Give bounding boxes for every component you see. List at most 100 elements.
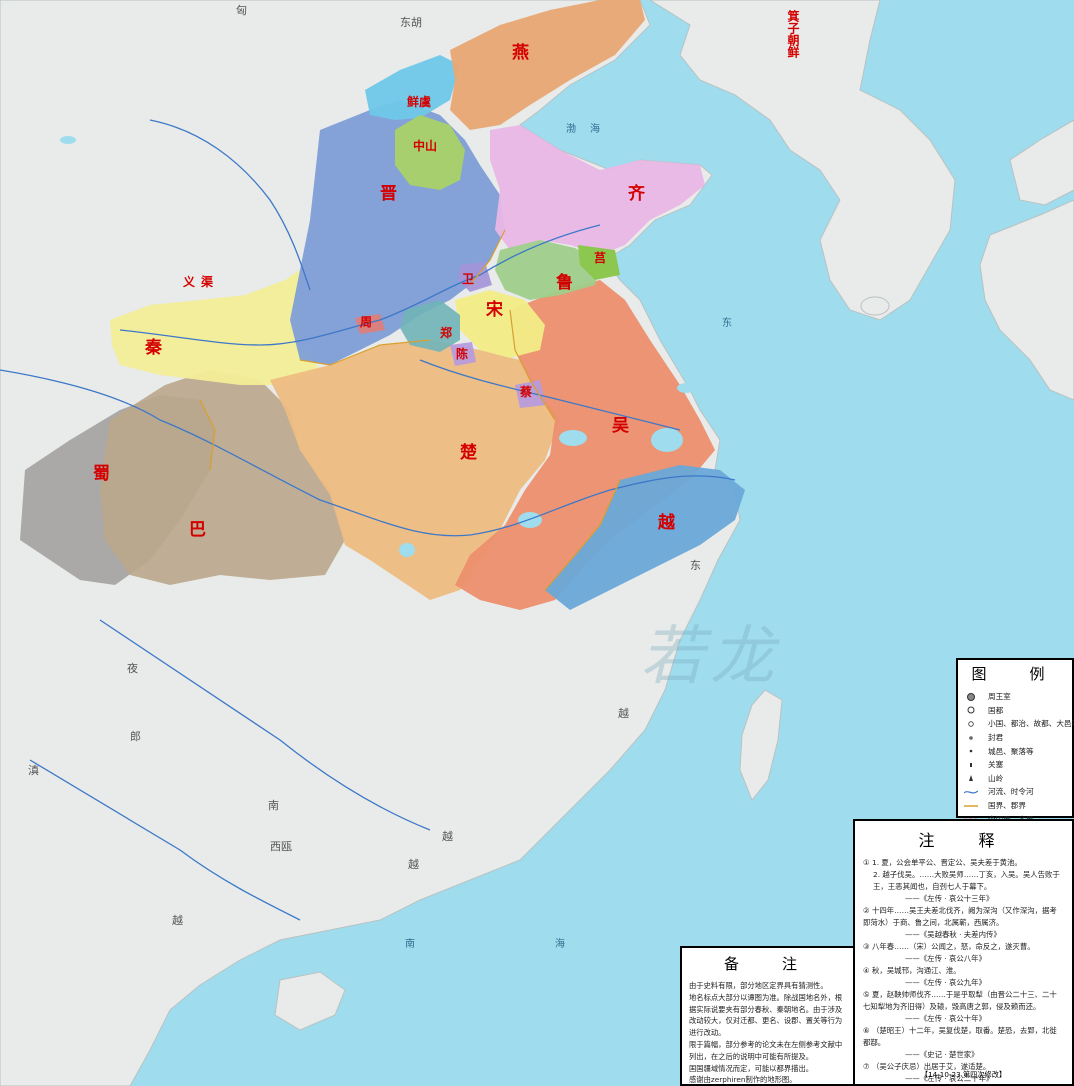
note-marker: ② <box>863 906 870 915</box>
lake-taihu-west <box>559 430 587 446</box>
legend-row: 国都 <box>964 704 1066 718</box>
legend-row: 周王室 <box>964 690 1066 704</box>
yangtze-river <box>0 369 736 537</box>
japan-honshu <box>1009 119 1074 206</box>
label-wei: 卫 <box>462 272 475 286</box>
state-wu <box>455 280 715 610</box>
note-source: ——《史记 · 楚世家》 <box>905 1050 979 1059</box>
label-zhongshan: 中山 <box>413 139 438 153</box>
town-icon <box>964 746 978 756</box>
state-zhongshan <box>395 115 465 190</box>
state-xianyu <box>365 55 460 120</box>
note-text: （楚昭王）十二年，吴复伐楚，取番。楚恐，去郢，北徙都鄀。 <box>863 1026 1057 1047</box>
lake-poyang <box>518 512 542 528</box>
label-chen: 陈 <box>456 347 469 361</box>
label-lu: 鲁 <box>556 273 573 293</box>
river-south <box>99 619 431 831</box>
state-ba <box>100 370 345 585</box>
city-major-icon <box>964 719 978 729</box>
label-zheng: 郑 <box>440 326 453 340</box>
legend-row: 城邑、聚落等 <box>964 744 1066 758</box>
note-source: ——《左传 · 哀公十年》 <box>905 1014 986 1023</box>
state-zheng <box>400 300 460 352</box>
state-yan <box>450 0 645 130</box>
legend-row: 小国、都治、故都、大邑等 <box>964 717 1074 731</box>
legend-label: 关塞 <box>988 760 1004 770</box>
state-song <box>455 290 545 358</box>
legend-title: 图 例 <box>971 665 1059 683</box>
state-qin <box>110 270 320 385</box>
river-southwest <box>29 759 301 921</box>
legend-label: 国都 <box>988 705 1004 715</box>
place-road: 越 <box>172 914 183 927</box>
place-bailang: 郎 <box>130 730 141 743</box>
lake-dongting <box>399 543 415 557</box>
place-xiongnu: 匈 <box>236 4 247 17</box>
label-yan: 燕 <box>512 43 529 63</box>
legend-row: 山岭 <box>964 772 1066 786</box>
remark-line: 地名标点大部分以谭图为准。除战国地名外，根据实际说要夹有部分春秋、秦朝地名。由于… <box>689 992 843 1038</box>
legend-row: 关塞 <box>964 758 1066 772</box>
note-entry: ① 1. 夏，公会单平公、晋定公、吴夫差于黄池。 <box>863 857 1064 869</box>
place-bohai: 渤海 <box>566 124 614 135</box>
legend-label: 城邑、聚落等 <box>988 746 1034 756</box>
note-source: ——《左传 · 哀公九年》 <box>905 978 986 987</box>
fief-icon <box>964 733 978 743</box>
lake-east <box>677 383 695 393</box>
lake-taihu <box>651 428 683 452</box>
revision-stamp: 【14-10-23 第四次修改】 <box>920 1070 1007 1079</box>
place-donghu: 东胡 <box>400 16 422 29</box>
note-text: 夏，赵鞅帅师伐齐……于是乎取犁（由晋公二十三、二十七知犁地为齐旧得）及辕，毁高唐… <box>863 990 1057 1011</box>
huai-river <box>419 359 681 431</box>
note-marker: ③ <box>863 942 870 951</box>
yellow-river <box>119 224 601 346</box>
note-text: 2. 越子伐吴。……大败吴师……丁亥，入吴。吴人告败于王，王恶其闻也，自刭七人于… <box>873 870 1060 891</box>
remark-line: 感谢由zerphiren制作的地形图。 <box>689 1075 797 1085</box>
state-borders <box>199 229 621 591</box>
note-marker: ⑥ <box>863 1026 870 1035</box>
pass-icon <box>964 760 978 770</box>
state-ju <box>578 245 620 280</box>
label-ju: 莒 <box>594 251 607 265</box>
label-song: 宋 <box>486 300 503 320</box>
state-capital-icon <box>964 705 978 715</box>
note-text: 十四年……吴王夫差北伐齐，阙为深沟（又作深沟，据考即菏水）于商、鲁之间，北属蕲，… <box>863 906 1057 927</box>
state-chen <box>450 342 476 366</box>
note-marker: ④ <box>863 966 870 975</box>
state-chu <box>270 340 560 600</box>
note-entry: ④ 秋，吴城邗，沟通江、淮。 <box>863 965 1064 977</box>
legend-label: 封君 <box>988 733 1004 743</box>
label-xianyu: 鲜虞 <box>407 95 432 109</box>
note-source: ——《左传 · 哀公二十年》 <box>905 1074 994 1083</box>
note-text: （吴公子庆忌）出居于艾，遂适楚。 <box>872 1062 991 1071</box>
remark-line: 限于篇幅，部分参考的论文未在左侧参考文献中列出，在之后的说明中可能有所提及。 <box>689 1039 843 1061</box>
jeju-island <box>860 296 890 316</box>
note-entry: 2. 越子伐吴。……大败吴师……丁亥，入吴。吴人告败于王，王恶其闻也，自刭七人于… <box>863 869 1064 893</box>
note-text: 秋，吴城邗，沟通江、淮。 <box>872 966 961 975</box>
place-nanyue: 南 <box>268 799 279 812</box>
border-icon <box>964 801 978 811</box>
legend-label: 河流、时令河 <box>988 787 1034 797</box>
label-chu: 楚 <box>460 443 477 463</box>
legend-label: 山岭 <box>988 773 1004 783</box>
note-marker: ⑤ <box>863 990 870 999</box>
note-entry: ② 十四年……吴王夫差北伐齐，阙为深沟（又作深沟，据考即菏水）于商、鲁之间，北属… <box>863 905 1064 929</box>
mountain-icon <box>964 773 978 783</box>
label-qi: 齐 <box>628 184 645 204</box>
state-zhou <box>355 314 385 334</box>
place-dongyue: 越 <box>618 707 629 720</box>
legend-label: 周王室 <box>988 692 1011 702</box>
note-source: ——《左传 · 哀公八年》 <box>905 954 986 963</box>
place-nanhai-2: 海 <box>555 939 565 950</box>
place-nanhai-1: 南 <box>405 939 415 950</box>
note-source: ——《吴越春秋 · 夫差内传》 <box>905 930 1001 939</box>
label-yue: 越 <box>658 513 675 533</box>
state-cai <box>515 380 546 408</box>
state-qi <box>490 125 705 255</box>
note-marker: ① <box>863 858 870 867</box>
rivers <box>0 119 736 921</box>
legend-label: 国界、郡界 <box>988 801 1026 811</box>
watermark: 若龙 <box>640 620 780 694</box>
